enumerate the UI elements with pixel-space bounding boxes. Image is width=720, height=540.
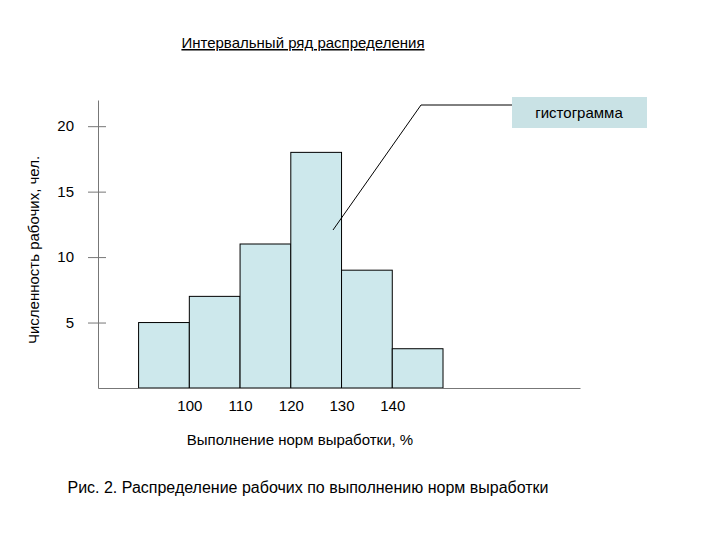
x-tick-label: 120 [279,397,304,414]
y-tick-mark [88,257,106,258]
annotation: гистограмма [535,104,623,121]
y-axis-title: Численность рабочих, чел. [25,156,42,344]
y-tick: 5 [66,314,106,331]
x-tick-label: 140 [380,397,405,414]
y-tick-label: 10 [57,248,74,265]
y-tick: 15 [57,183,106,200]
y-axis-line [98,101,99,389]
x-tick-label: 100 [177,397,202,414]
bar [342,270,393,388]
bar [139,323,190,388]
x-tick: 130 [330,388,355,414]
y-tick-label: 5 [66,314,74,331]
y-tick-label: 20 [57,117,74,134]
x-tick: 120 [279,388,304,414]
x-axis-title: Выполнение норм выработки, % [187,431,413,448]
caption: Рис. 2. Распределение рабочих по выполне… [67,479,548,496]
x-tick: 100 [177,388,202,414]
bar [189,296,240,388]
y-axis: 5 10 15 20 [57,101,106,389]
x-tick: 140 [380,388,405,414]
bar [291,152,342,388]
y-tick: 20 [57,117,106,134]
annotation-box [512,97,647,128]
chart: Интервальный ряд распределения 5 10 15 20 100… [0,0,720,540]
x-tick-label: 130 [330,397,355,414]
bar [392,349,443,388]
y-tick-mark [88,192,106,193]
x-axis-line [99,388,581,389]
y-tick-label: 15 [57,183,74,200]
x-axis: 100 110 120 130 140 [99,388,581,414]
y-tick-mark [88,323,106,324]
annotation-line [333,105,512,230]
x-tick: 110 [229,388,253,414]
y-tick-mark [88,126,106,127]
y-tick: 10 [57,248,106,265]
bars [139,152,443,388]
x-tick-label: 110 [229,397,253,414]
bar [240,244,291,388]
title: Интервальный ряд распределения [181,34,424,51]
